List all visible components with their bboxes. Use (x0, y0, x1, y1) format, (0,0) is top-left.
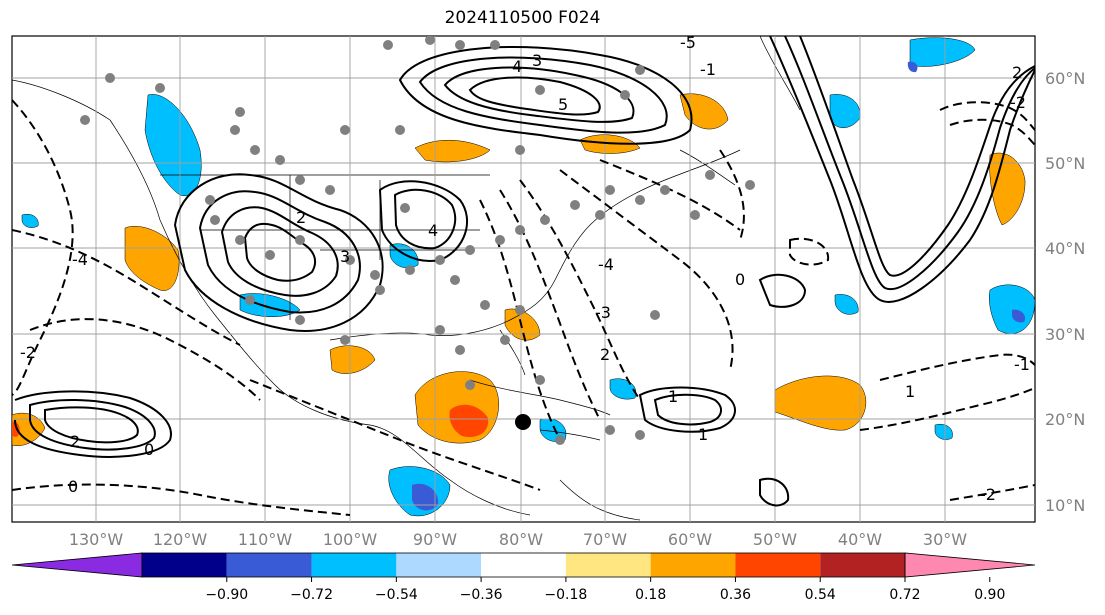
contour-label: -5 (680, 33, 696, 52)
colorbar-tick-label: −0.18 (544, 587, 587, 603)
colorbar-outline (141, 552, 906, 578)
shade-negative (144, 94, 202, 197)
colorbar: −0.90 −0.72 −0.54 −0.36 −0.18 0.18 0.36 0.54 0.7… (11, 552, 1036, 603)
graticule (12, 36, 1035, 522)
contour-label: -2 (1010, 93, 1026, 112)
shade-negative (934, 424, 953, 440)
lon-label: 70°W (583, 530, 627, 549)
shade-negative (834, 294, 859, 315)
shade-negative (909, 37, 976, 67)
contour-label-group: 5 4 3 2 1 0 2 -2 -4 0 1 2 -1 -2 -3 -4 -5… (20, 33, 1030, 504)
shade-positive (449, 404, 489, 438)
colorbar-segment (481, 553, 566, 577)
colorbar-segment (565, 553, 651, 577)
lat-label: 40°N (1045, 239, 1085, 258)
shade-negative (1012, 309, 1026, 323)
shade-positive (414, 139, 491, 163)
contour-label: 2 (1012, 63, 1022, 82)
colorbar-segment (650, 553, 736, 577)
colorbar-segment (396, 553, 482, 577)
contour-label: -2 (20, 343, 36, 362)
stations (80, 36, 755, 445)
colorbar-extend-low (11, 552, 143, 578)
colorbar-segment (311, 553, 397, 577)
lon-label: 80°W (499, 530, 543, 549)
contour-label: 0 (144, 440, 154, 459)
lat-label: 20°N (1045, 410, 1085, 429)
colorbar-tick-label: 0.90 (974, 587, 1005, 603)
lon-label: 30°W (923, 530, 967, 549)
contour-label: 4 (512, 57, 522, 76)
plot-title: 2024110500 F024 (444, 8, 601, 28)
colorbar-tick-label: 0.72 (889, 587, 920, 603)
contour-label: -1 (700, 60, 716, 79)
lat-label: 30°N (1045, 325, 1085, 344)
shade-negative (21, 214, 39, 228)
contour-label: -2 (980, 485, 996, 504)
longitude-labels: 130°W 120°W 110°W 100°W 90°W 80°W 70°W 6… (69, 530, 967, 549)
shade-negative (412, 483, 439, 511)
shaded-field (12, 37, 1035, 517)
colorbar-tick-label: −0.72 (290, 587, 333, 603)
contour-label: 4 (428, 221, 438, 240)
colorbar-segment (735, 553, 821, 577)
contour-label: 1 (905, 382, 915, 401)
contour-label: 3 (532, 51, 542, 70)
lon-label: 130°W (69, 530, 124, 549)
contour-label: 0 (68, 477, 78, 496)
colorbar-tick-label: 0.18 (635, 587, 666, 603)
lon-label: 40°W (838, 530, 882, 549)
contour-label: -1 (1014, 355, 1030, 374)
colorbar-extend-high (904, 552, 1036, 578)
contours-negative (12, 99, 1035, 516)
lat-label: 60°N (1045, 69, 1085, 88)
shade-positive (774, 375, 867, 431)
colorbar-segment (820, 553, 905, 577)
colorbar-tick-label: 0.36 (720, 587, 751, 603)
lon-label: 110°W (238, 530, 293, 549)
contour-label: -4 (598, 255, 614, 274)
shade-positive (12, 421, 20, 437)
shade-negative (907, 61, 918, 73)
center-marker (515, 414, 531, 430)
shade-positive (329, 345, 376, 374)
lon-label: 90°W (413, 530, 457, 549)
shade-positive (124, 226, 180, 291)
lat-label: 50°N (1045, 154, 1085, 173)
colorbar-tick-label: −0.36 (460, 587, 503, 603)
colorbar-segment (226, 553, 312, 577)
latitude-labels: 60°N 50°N 40°N 30°N 20°N 10°N (1045, 69, 1085, 515)
contour-label: 2 (296, 208, 306, 227)
contour-label: 0 (735, 270, 745, 289)
colorbar-segment (142, 553, 227, 577)
lat-label: 10°N (1045, 496, 1085, 515)
contour-label: 1 (668, 387, 678, 406)
contour-label: 5 (558, 95, 568, 114)
colorbar-tick-label: −0.54 (375, 587, 418, 603)
lon-label: 50°W (753, 530, 797, 549)
contour-label: 1 (698, 425, 708, 444)
colorbar-tick-label: 0.54 (805, 587, 836, 603)
lon-label: 100°W (323, 530, 378, 549)
lon-label: 120°W (153, 530, 208, 549)
contour-label: -4 (72, 250, 88, 269)
contours-positive (14, 36, 1035, 507)
colorbar-tick-label: −0.90 (205, 587, 248, 603)
contour-label: 3 (340, 247, 350, 266)
lon-label: 60°W (668, 530, 712, 549)
contour-label: 2 (600, 345, 610, 364)
contour-label: 2 (70, 432, 80, 451)
shade-positive (12, 412, 46, 446)
contour-label: -3 (595, 303, 611, 322)
